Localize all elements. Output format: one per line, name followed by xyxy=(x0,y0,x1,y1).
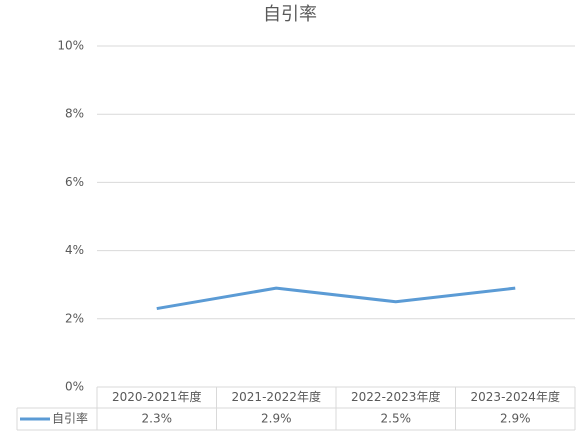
x-tick-label: 2020-2021年度 xyxy=(112,389,201,404)
y-tick-label: 0% xyxy=(65,380,84,394)
x-tick-label: 2022-2023年度 xyxy=(351,389,440,404)
x-tick-label: 2021-2022年度 xyxy=(232,389,321,404)
y-tick-label: 4% xyxy=(65,243,84,257)
chart-title: 自引率 xyxy=(263,4,317,25)
data-table-value: 2.5% xyxy=(381,412,412,426)
legend-label: 自引率 xyxy=(52,411,88,426)
y-tick-label: 8% xyxy=(65,107,84,121)
data-table-value: 2.3% xyxy=(142,412,173,426)
y-tick-label: 10% xyxy=(57,39,84,53)
data-table-value: 2.9% xyxy=(261,412,292,426)
data-table-value: 2.9% xyxy=(500,412,531,426)
y-tick-label: 2% xyxy=(65,311,84,325)
y-tick-label: 6% xyxy=(65,175,84,189)
x-tick-label: 2023-2024年度 xyxy=(471,389,560,404)
series-line xyxy=(156,286,516,311)
